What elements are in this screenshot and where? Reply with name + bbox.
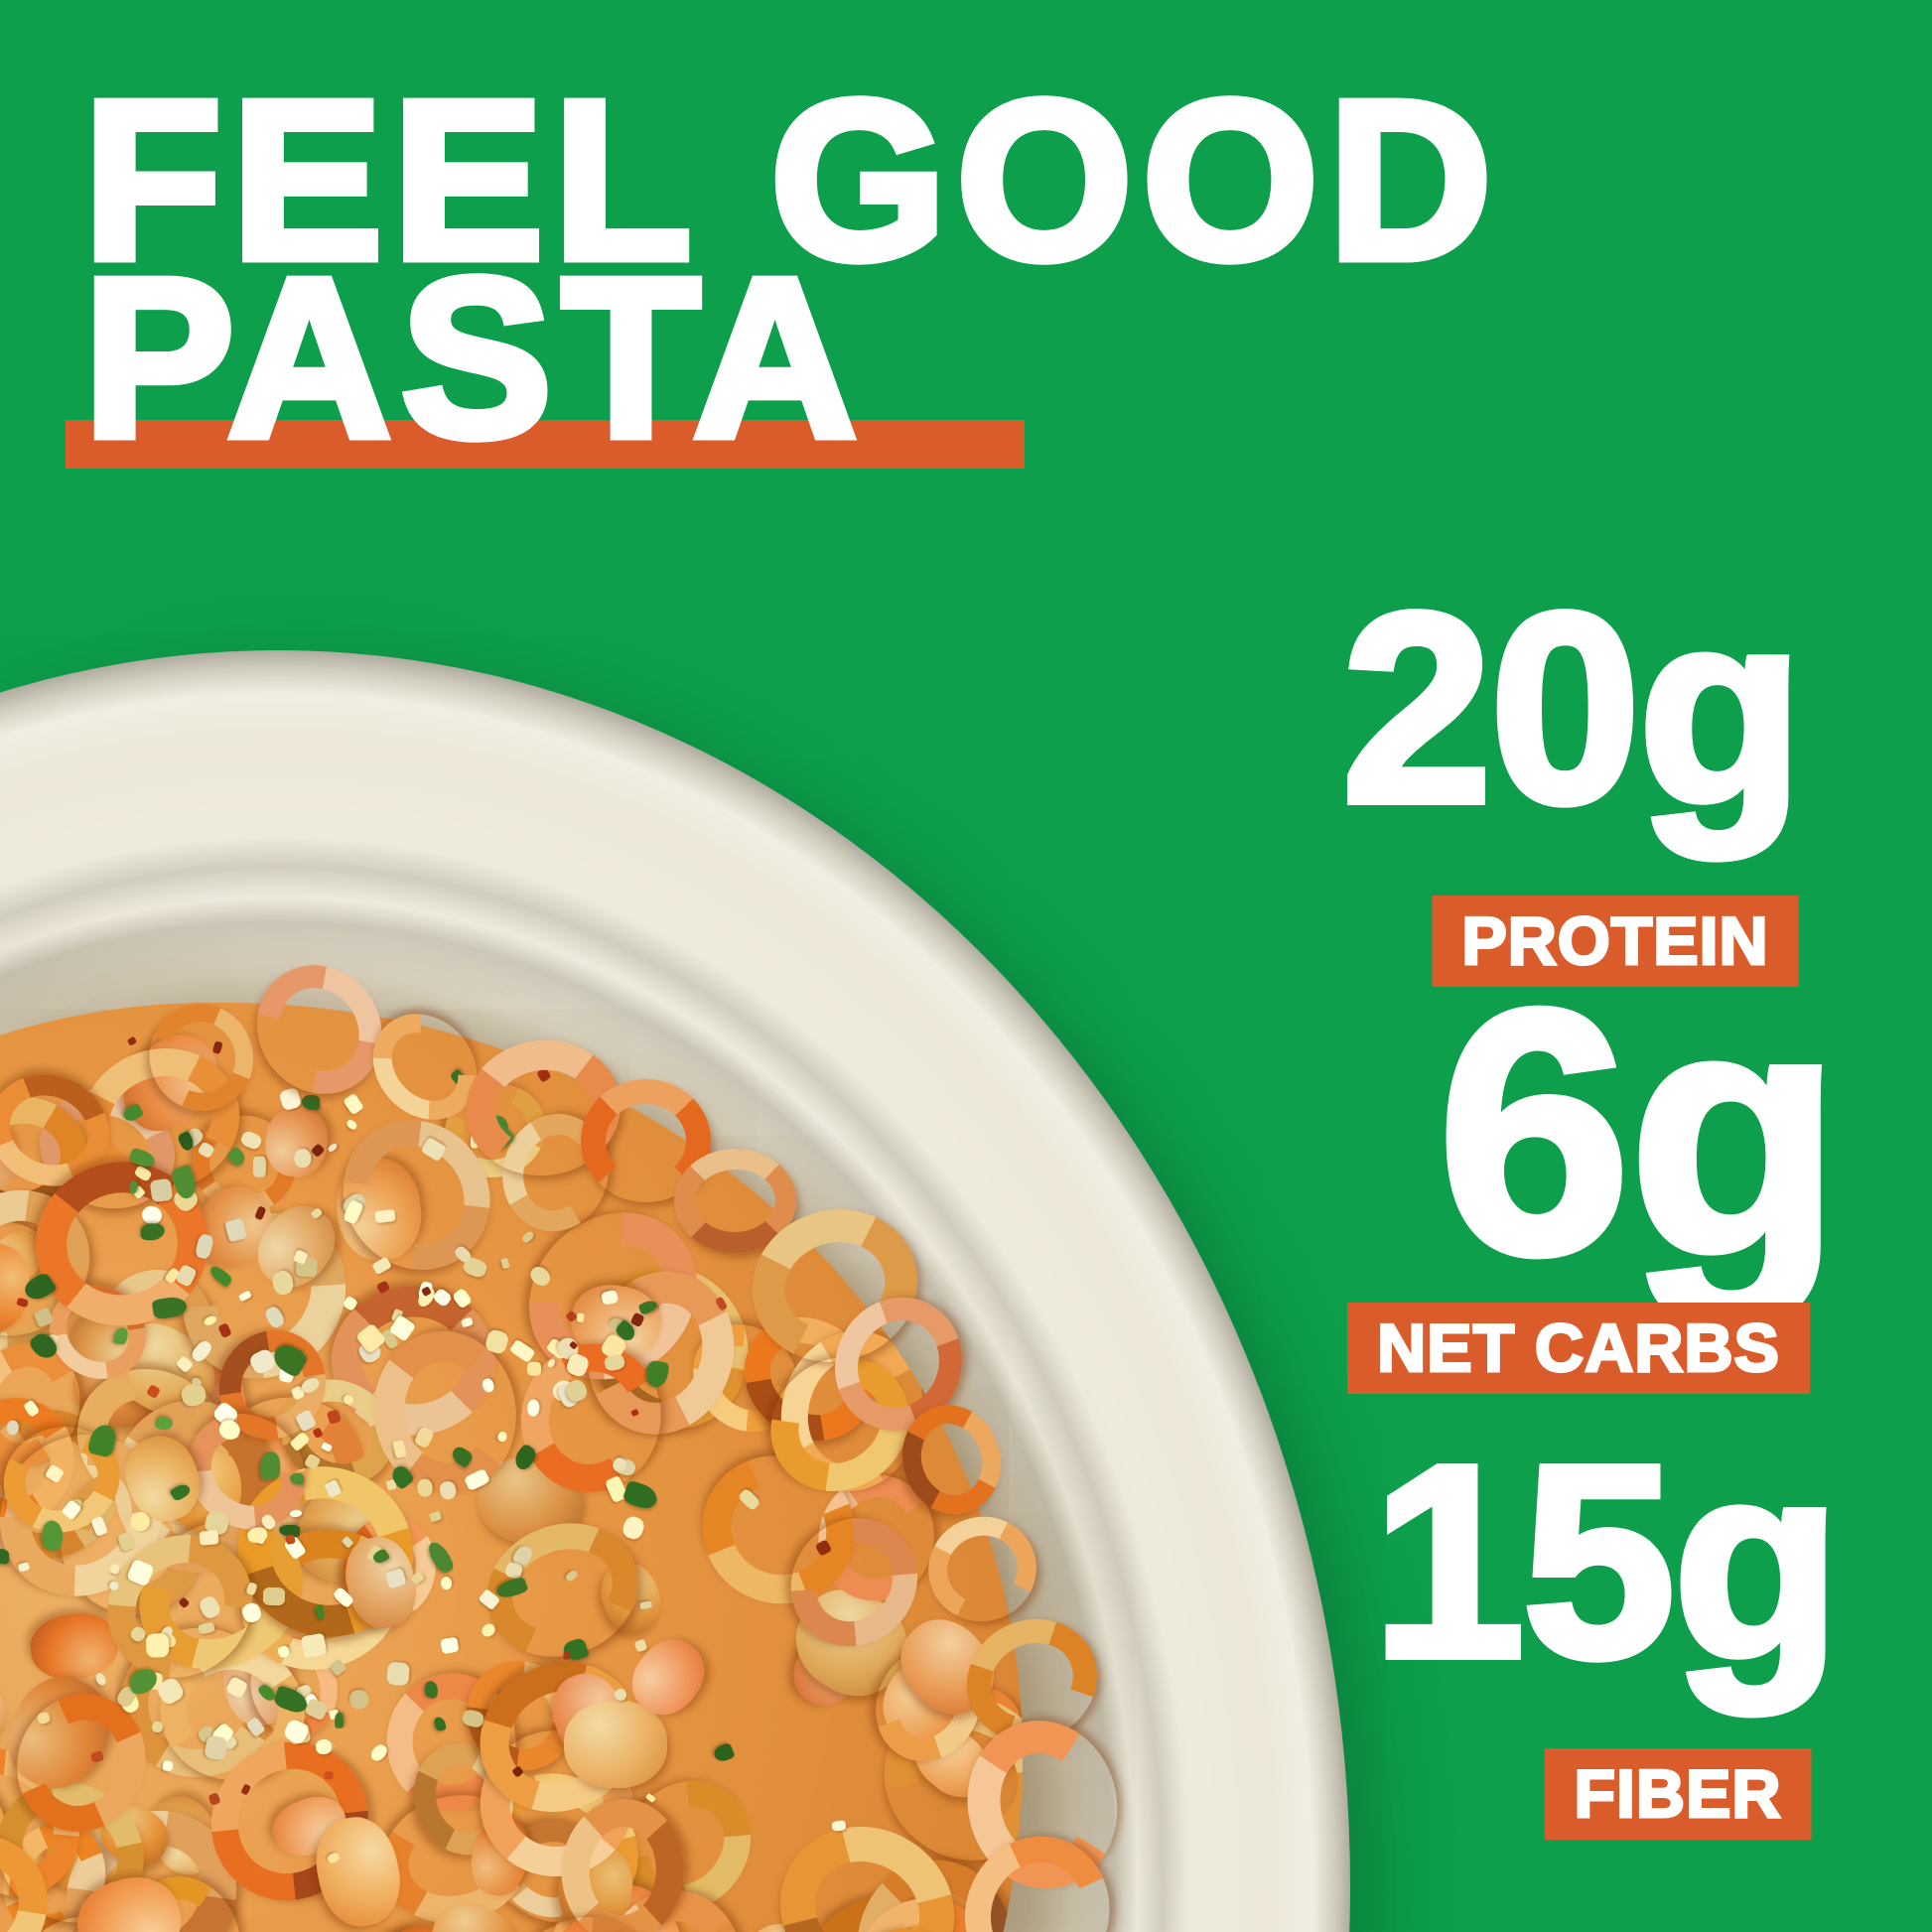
fiber-label-badge: FIBER <box>1544 1748 1812 1840</box>
pasta-piece <box>914 1502 1049 1636</box>
pasta-piece <box>133 988 270 1127</box>
cheese-flake <box>152 1721 163 1733</box>
net-carbs-value: 6g <box>1434 938 1845 1326</box>
protein-value: 20g <box>1338 557 1808 859</box>
parsley-flake <box>290 1473 304 1485</box>
title-line-1: FEEL GOOD <box>79 55 1502 307</box>
net-carbs-label-badge: NET CARBS <box>1347 1303 1810 1394</box>
fiber-value: 15g <box>1368 1409 1845 1715</box>
pasta-piece <box>564 1700 667 1788</box>
title-line-2: PASTA <box>79 232 867 484</box>
title-underline-bar <box>66 420 1025 469</box>
protein-label-badge: PROTEIN <box>1432 896 1799 987</box>
